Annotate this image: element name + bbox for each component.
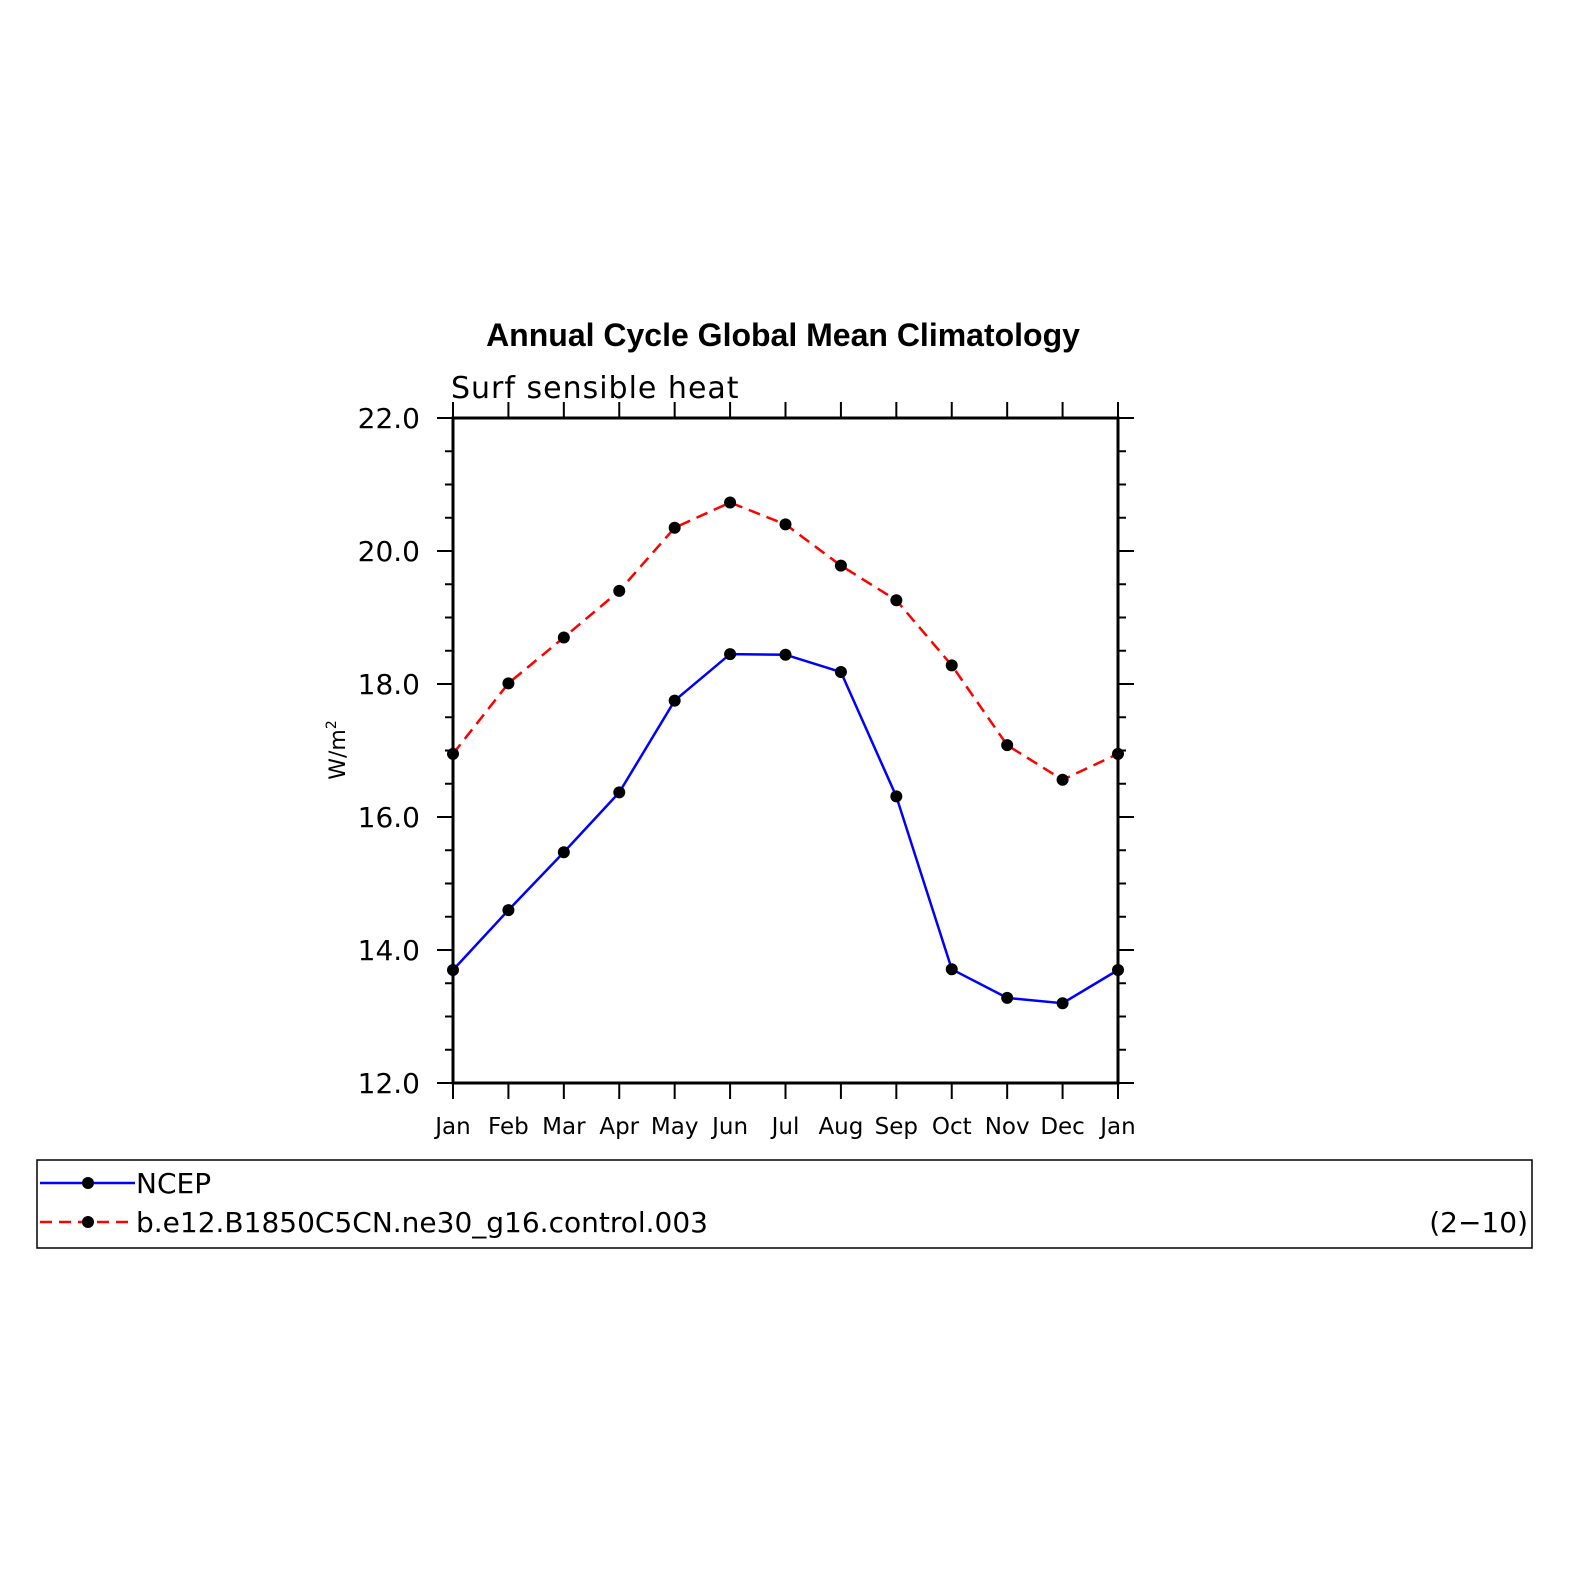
series-0-point xyxy=(890,790,903,803)
y-axis-label: W/m2 xyxy=(324,720,351,780)
series-0-point xyxy=(613,786,626,799)
legend-label-ncep: NCEP xyxy=(136,1167,211,1200)
series-1-point xyxy=(613,584,626,597)
x-tick-label: Oct xyxy=(932,1114,972,1140)
series-1-point xyxy=(724,496,737,509)
y-tick-label: 12.0 xyxy=(358,1067,420,1100)
series-1-point xyxy=(557,631,570,644)
x-tick-label: Aug xyxy=(818,1114,863,1140)
series-0-point xyxy=(1001,991,1014,1004)
y-axis-label-superscript: 2 xyxy=(324,720,340,729)
series-1-point xyxy=(779,518,792,531)
axes: 12.0 14.0 16.0 18.0 20.0 22.0 Jan Feb Mar Apr May J… xyxy=(358,402,1136,1140)
y-tick-label: 14.0 xyxy=(358,934,420,967)
legend-marker-model xyxy=(82,1216,94,1228)
legend-label-model: b.e12.B1850C5CN.ne30_g16.control.003 xyxy=(136,1206,708,1239)
series-0-point xyxy=(557,846,570,859)
plot-frame xyxy=(451,416,1120,1085)
series-line-1 xyxy=(452,501,1119,782)
series-line-0 xyxy=(452,652,1119,1005)
plot-area xyxy=(447,496,1124,1010)
x-tick-label: Sep xyxy=(875,1114,918,1140)
x-tick-label: Jan xyxy=(1098,1114,1135,1140)
y-tick-label: 22.0 xyxy=(358,402,420,435)
series-0-point xyxy=(502,904,515,917)
series-1-point xyxy=(1056,773,1069,786)
x-tick-label: Dec xyxy=(1040,1114,1085,1140)
chart-title: Annual Cycle Global Mean Climatology xyxy=(486,317,1080,353)
x-tick-label: Mar xyxy=(542,1114,586,1140)
x-tick-label: Jun xyxy=(710,1114,748,1140)
y-tick-label: 18.0 xyxy=(358,668,420,701)
x-tick-label: May xyxy=(651,1114,699,1140)
y-tick-label: 16.0 xyxy=(358,801,420,834)
series-1-point xyxy=(834,559,847,572)
legend: NCEP b.e12.B1850C5CN.ne30_g16.control.00… xyxy=(36,1159,1533,1249)
x-tick-label: Jan xyxy=(433,1114,470,1140)
series-1-point xyxy=(945,659,958,672)
legend-box xyxy=(36,1159,1533,1249)
x-tick-label: Apr xyxy=(599,1114,639,1140)
series-1-point xyxy=(502,677,515,690)
series-0-point xyxy=(1056,997,1069,1010)
legend-marker-ncep xyxy=(82,1177,94,1189)
series-1-point xyxy=(890,594,903,607)
series-0-point xyxy=(945,963,958,976)
svg-text:W/m2: W/m2 xyxy=(324,720,351,780)
x-tick-label: Feb xyxy=(488,1114,529,1140)
series-0-point xyxy=(834,666,847,679)
series-1-point xyxy=(668,521,681,534)
x-tick-label: Nov xyxy=(985,1114,1030,1140)
series-1-point xyxy=(1001,739,1014,752)
chart-subtitle: Surf sensible heat xyxy=(451,371,740,406)
y-tick-label: 20.0 xyxy=(358,535,420,568)
series-0-point xyxy=(779,648,792,661)
legend-note: (2−10) xyxy=(1429,1206,1528,1239)
series-0-point xyxy=(668,694,681,707)
y-axis-label-text: W/m xyxy=(326,729,351,780)
series-0-point xyxy=(724,648,737,661)
x-tick-label: Jul xyxy=(770,1114,800,1140)
